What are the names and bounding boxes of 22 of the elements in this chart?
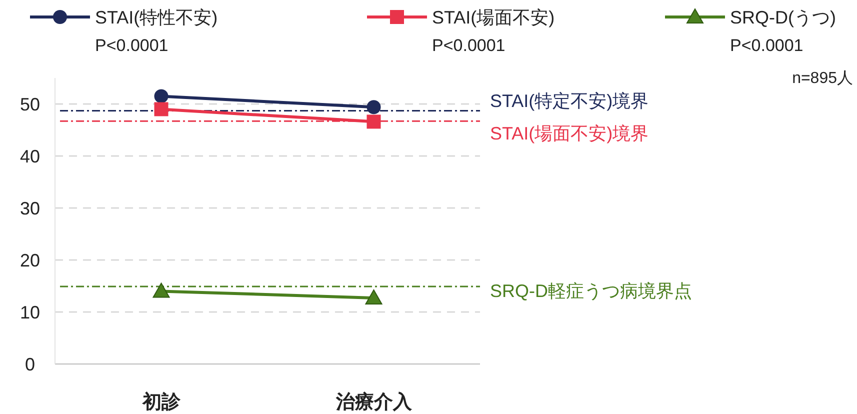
ref-line-label: STAI(場面不安)境界	[490, 123, 649, 144]
y-tick-label: 50	[20, 94, 40, 114]
legend-label: STAI(場面不安)	[432, 7, 555, 28]
text: n=895人	[792, 70, 853, 87]
point	[366, 100, 381, 114]
x-tick-label: 初診	[141, 391, 182, 413]
y-tick-label: 40	[20, 146, 40, 166]
ref-line-label: SRQ-D軽症うつ病境界点	[490, 280, 692, 301]
legend-label: STAI(特性不安)	[95, 7, 218, 28]
ref-line-label: STAI(特定不安)境界	[490, 91, 649, 112]
y-tick-label: 20	[20, 250, 40, 270]
point	[154, 102, 168, 116]
legend-label: SRQ-D(うつ)	[730, 7, 836, 28]
text: P<0.0001	[730, 36, 804, 55]
point	[154, 89, 168, 104]
text: P<0.0001	[95, 36, 168, 55]
y-tick-label: 30	[20, 198, 40, 218]
text: P<0.0001	[432, 36, 506, 55]
y-tick-label: 0	[24, 354, 36, 374]
x-tick-label: 治療介入	[334, 391, 413, 413]
y-tick-label: 10	[20, 302, 40, 322]
point	[366, 114, 381, 129]
